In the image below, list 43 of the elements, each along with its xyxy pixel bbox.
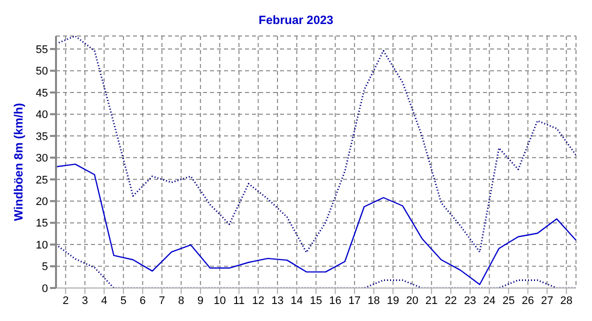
y-tick-label: 5 (42, 261, 48, 274)
line-series (56, 164, 576, 286)
x-tick-label: 24 (483, 294, 496, 307)
y-tick-label: 45 (36, 87, 48, 100)
y-tick-label: 0 (42, 282, 48, 295)
y-tick-label: 10 (36, 239, 48, 252)
y-tick-label: 25 (36, 174, 48, 186)
x-tick-label: 23 (464, 294, 476, 307)
x-tick-label: 6 (140, 294, 146, 307)
x-tick-label: 11 (233, 294, 245, 307)
x-tick-label: 21 (425, 294, 438, 307)
x-tick-label: 8 (178, 294, 184, 307)
x-tick-label: 17 (348, 294, 361, 307)
y-tick-label: 20 (36, 196, 48, 208)
y-tick-label: 40 (36, 109, 48, 122)
y-tick-label: 15 (36, 218, 48, 230)
chart-title: Februar 2023 (258, 13, 334, 27)
x-tick-label: 27 (540, 294, 554, 307)
x-tick-label: 15 (310, 294, 322, 307)
y-axis-title: Windböen 8m (km/h) (11, 103, 26, 221)
x-tick-label: 9 (197, 294, 204, 307)
x-tick-label: 26 (522, 294, 534, 307)
x-tick-label: 12 (252, 294, 264, 307)
y-tick-label: 30 (36, 152, 48, 165)
y-tick-label: 35 (36, 130, 48, 143)
x-tick-label: 10 (214, 294, 226, 307)
y-tick-label: 55 (36, 44, 48, 56)
x-tick-label: 5 (120, 294, 126, 307)
x-tick-label: 25 (502, 294, 515, 307)
x-tick-label: 13 (271, 294, 284, 307)
x-tick-label: 14 (290, 294, 303, 307)
x-tick-label: 22 (444, 294, 457, 307)
x-tick-label: 2 (62, 294, 69, 307)
x-tick-label: 7 (158, 294, 165, 307)
x-tick-label: 16 (329, 294, 342, 307)
x-tick-label: 4 (101, 294, 108, 307)
x-tick-label: 19 (386, 294, 400, 307)
x-tick-label: 20 (406, 294, 418, 307)
x-tick-label: 28 (560, 294, 572, 307)
line-series (56, 244, 576, 288)
y-tick-label: 50 (36, 66, 48, 78)
x-tick-label: 18 (368, 294, 380, 307)
x-tick-label: 3 (82, 294, 88, 307)
